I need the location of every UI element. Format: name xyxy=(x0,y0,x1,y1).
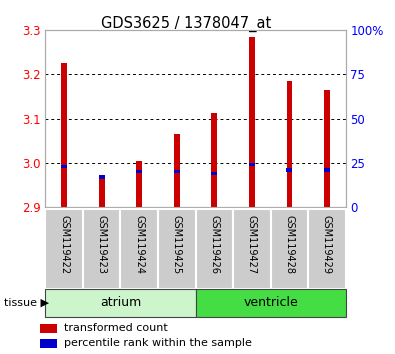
Bar xyxy=(249,37,255,207)
Bar xyxy=(249,163,255,166)
Text: GDS3625 / 1378047_at: GDS3625 / 1378047_at xyxy=(100,16,271,32)
Text: tissue ▶: tissue ▶ xyxy=(4,298,49,308)
Text: GSM119422: GSM119422 xyxy=(59,215,69,274)
Text: GSM119424: GSM119424 xyxy=(134,215,144,274)
Bar xyxy=(286,81,292,207)
Bar xyxy=(45,209,83,289)
Bar xyxy=(286,168,292,172)
Bar xyxy=(211,113,217,207)
Text: GSM119429: GSM119429 xyxy=(322,215,332,274)
Bar xyxy=(158,209,196,289)
Bar xyxy=(61,165,67,168)
Bar xyxy=(324,168,330,172)
Bar xyxy=(174,170,180,173)
Bar xyxy=(233,209,271,289)
Text: transformed count: transformed count xyxy=(64,323,167,333)
Bar xyxy=(99,175,105,179)
Bar xyxy=(136,161,142,207)
Text: GSM119423: GSM119423 xyxy=(97,215,107,274)
Bar xyxy=(99,178,105,207)
Bar xyxy=(61,63,67,207)
Text: GSM119427: GSM119427 xyxy=(247,215,257,274)
Bar xyxy=(324,90,330,207)
Bar xyxy=(40,339,57,348)
Bar xyxy=(83,209,120,289)
Text: ventricle: ventricle xyxy=(243,296,298,309)
Bar xyxy=(308,209,346,289)
Text: GSM119426: GSM119426 xyxy=(209,215,219,274)
Text: atrium: atrium xyxy=(100,296,141,309)
Text: GSM119425: GSM119425 xyxy=(172,215,182,274)
Text: percentile rank within the sample: percentile rank within the sample xyxy=(64,338,252,348)
Bar xyxy=(211,172,217,175)
Bar xyxy=(196,209,233,289)
Text: GSM119428: GSM119428 xyxy=(284,215,294,274)
Bar xyxy=(40,324,57,333)
Bar xyxy=(196,289,346,317)
Bar xyxy=(120,209,158,289)
Bar xyxy=(45,289,196,317)
Bar xyxy=(136,170,142,173)
Bar xyxy=(174,134,180,207)
Bar xyxy=(271,209,308,289)
